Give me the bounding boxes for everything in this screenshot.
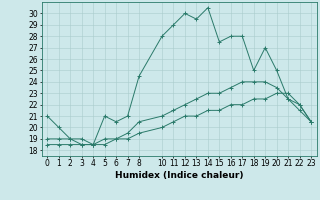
X-axis label: Humidex (Indice chaleur): Humidex (Indice chaleur)	[115, 171, 244, 180]
